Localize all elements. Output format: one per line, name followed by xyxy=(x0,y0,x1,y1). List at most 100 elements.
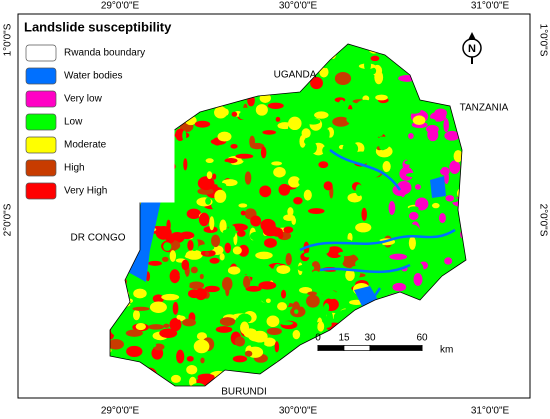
raster-patch xyxy=(232,355,248,363)
raster-patch xyxy=(367,200,384,208)
raster-patch xyxy=(436,157,443,171)
raster-patch xyxy=(292,329,301,340)
raster-patch xyxy=(371,67,377,75)
raster-patch xyxy=(406,172,423,178)
raster-patch xyxy=(443,236,451,244)
raster-patch xyxy=(258,281,277,290)
raster-patch xyxy=(125,329,143,337)
raster-patch xyxy=(317,287,331,295)
raster-patch xyxy=(140,342,157,349)
raster-patch xyxy=(417,245,425,252)
legend-label: Very High xyxy=(64,186,107,197)
raster-patch xyxy=(244,171,252,185)
raster-patch xyxy=(407,275,414,285)
raster-patch xyxy=(276,265,291,274)
raster-patch xyxy=(323,302,330,312)
raster-patch xyxy=(198,244,215,252)
legend-label: Very low xyxy=(64,94,103,105)
raster-patch xyxy=(216,161,234,174)
raster-patch xyxy=(331,272,347,282)
raster-patch xyxy=(298,178,309,186)
raster-patch xyxy=(408,211,419,221)
raster-patch xyxy=(182,318,197,327)
raster-patch xyxy=(308,208,325,214)
raster-patch xyxy=(283,201,289,208)
raster-patch xyxy=(299,134,306,148)
raster-patch xyxy=(214,189,227,203)
raster-patch xyxy=(234,103,242,111)
country-label: BURUNDI xyxy=(221,387,267,398)
raster-patch xyxy=(148,324,165,330)
raster-patch xyxy=(437,104,449,110)
raster-patch xyxy=(314,111,329,119)
raster-patch xyxy=(273,166,286,178)
raster-patch xyxy=(126,345,143,357)
raster-patch xyxy=(288,176,301,188)
raster-patch xyxy=(391,254,405,260)
raster-patch xyxy=(237,313,252,324)
raster-patch xyxy=(205,158,214,164)
raster-patch xyxy=(322,145,332,156)
raster-patch xyxy=(132,306,150,311)
raster-patch xyxy=(110,348,112,353)
raster-patch xyxy=(257,317,268,326)
legend-swatch xyxy=(25,113,57,131)
raster-patch xyxy=(414,147,433,161)
raster-patch xyxy=(199,313,206,325)
raster-patch xyxy=(434,108,448,118)
raster-patch xyxy=(210,273,216,284)
graticule-label: 31°0'0"E xyxy=(471,406,510,417)
graticule-label: 1°0'0"S xyxy=(537,24,548,57)
raster-patch xyxy=(209,216,215,231)
raster-patch xyxy=(162,205,167,220)
raster-patch xyxy=(197,188,214,195)
raster-patch xyxy=(232,246,242,255)
raster-patch xyxy=(198,332,205,339)
raster-patch xyxy=(299,287,313,294)
raster-patch xyxy=(375,94,388,101)
legend-label: Moderate xyxy=(64,140,107,151)
raster-patch xyxy=(169,269,181,284)
raster-patch xyxy=(314,225,326,230)
river xyxy=(299,149,456,302)
raster-patch xyxy=(250,215,262,227)
raster-patch xyxy=(181,277,190,291)
legend-title: Landslide susceptibility xyxy=(24,19,172,34)
raster-patch xyxy=(374,178,382,192)
raster-patch xyxy=(415,262,424,275)
raster-patch xyxy=(286,144,301,154)
raster-patch xyxy=(392,282,407,292)
raster-patch xyxy=(238,111,249,120)
raster-patch xyxy=(181,259,190,271)
raster-patch xyxy=(327,87,341,94)
raster-patch xyxy=(264,338,276,343)
raster-patch xyxy=(133,288,147,299)
raster-patch xyxy=(334,262,344,274)
graticule-label: 30°0'0"E xyxy=(279,1,318,12)
raster-patch xyxy=(280,321,294,326)
raster-patch xyxy=(408,236,416,250)
raster-patch xyxy=(303,189,312,201)
raster-patch xyxy=(212,173,217,180)
lake xyxy=(354,176,446,306)
legend-swatch xyxy=(25,67,57,85)
legend-label: Water bodies xyxy=(64,71,123,82)
raster-patch xyxy=(431,202,440,209)
raster-patch xyxy=(215,326,233,333)
raster-patch xyxy=(394,215,409,223)
raster-patch xyxy=(159,328,178,338)
legend-label: Low xyxy=(64,117,83,128)
raster-patch xyxy=(163,323,170,328)
raster-patch xyxy=(238,244,249,257)
graticule-label: 2°0'0"S xyxy=(537,204,548,237)
raster-patch xyxy=(278,183,291,196)
raster-patch xyxy=(161,293,180,301)
raster-patch xyxy=(330,227,341,237)
raster-patch xyxy=(245,285,262,292)
raster-patch xyxy=(345,268,355,282)
raster-patch xyxy=(190,266,198,274)
raster-patch xyxy=(286,283,298,292)
raster-patch xyxy=(265,298,271,304)
raster-patch xyxy=(413,272,423,286)
raster-patch xyxy=(371,276,385,289)
